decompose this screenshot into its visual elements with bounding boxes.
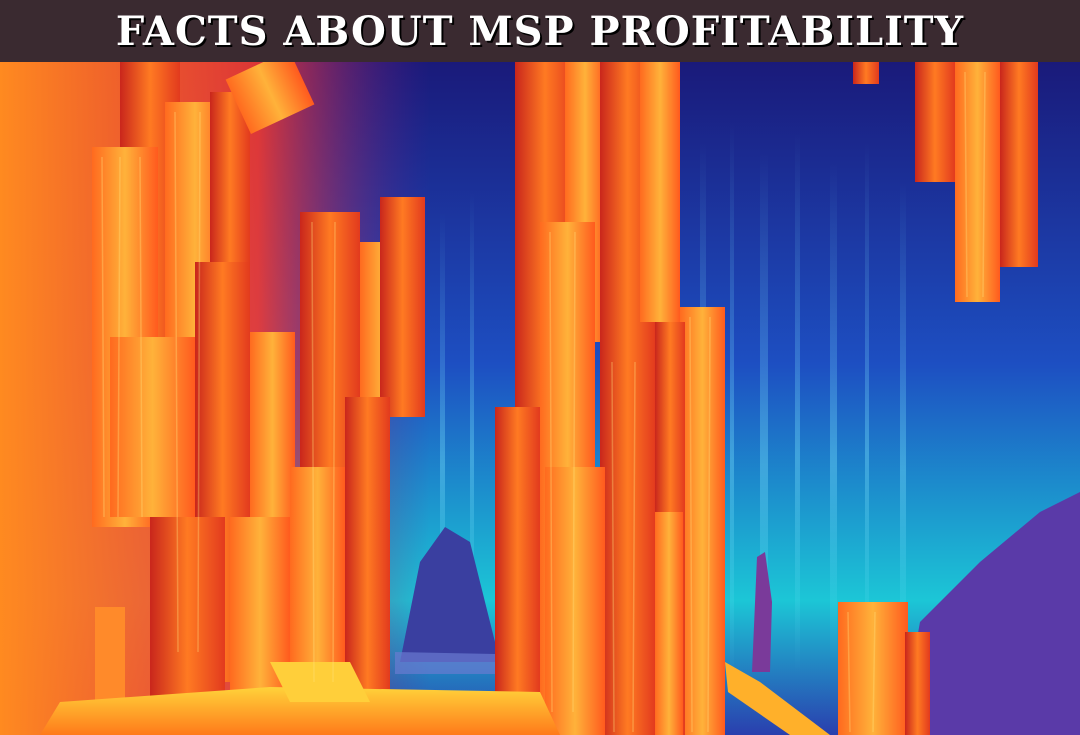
floor-steps (40, 652, 830, 735)
figure (752, 552, 772, 672)
wood-grain (101, 71, 986, 733)
rock-left (400, 527, 500, 662)
pillars-left (92, 62, 425, 727)
title-bar: FACTS ABOUT MSP PROFITABILITY (0, 0, 1080, 62)
illustration-svg (0, 62, 1080, 735)
rock-right (900, 492, 1080, 735)
pillars-center (495, 62, 725, 735)
pillars-right (838, 62, 1038, 735)
page-title: FACTS ABOUT MSP PROFITABILITY (115, 7, 965, 55)
illustration (0, 62, 1080, 735)
